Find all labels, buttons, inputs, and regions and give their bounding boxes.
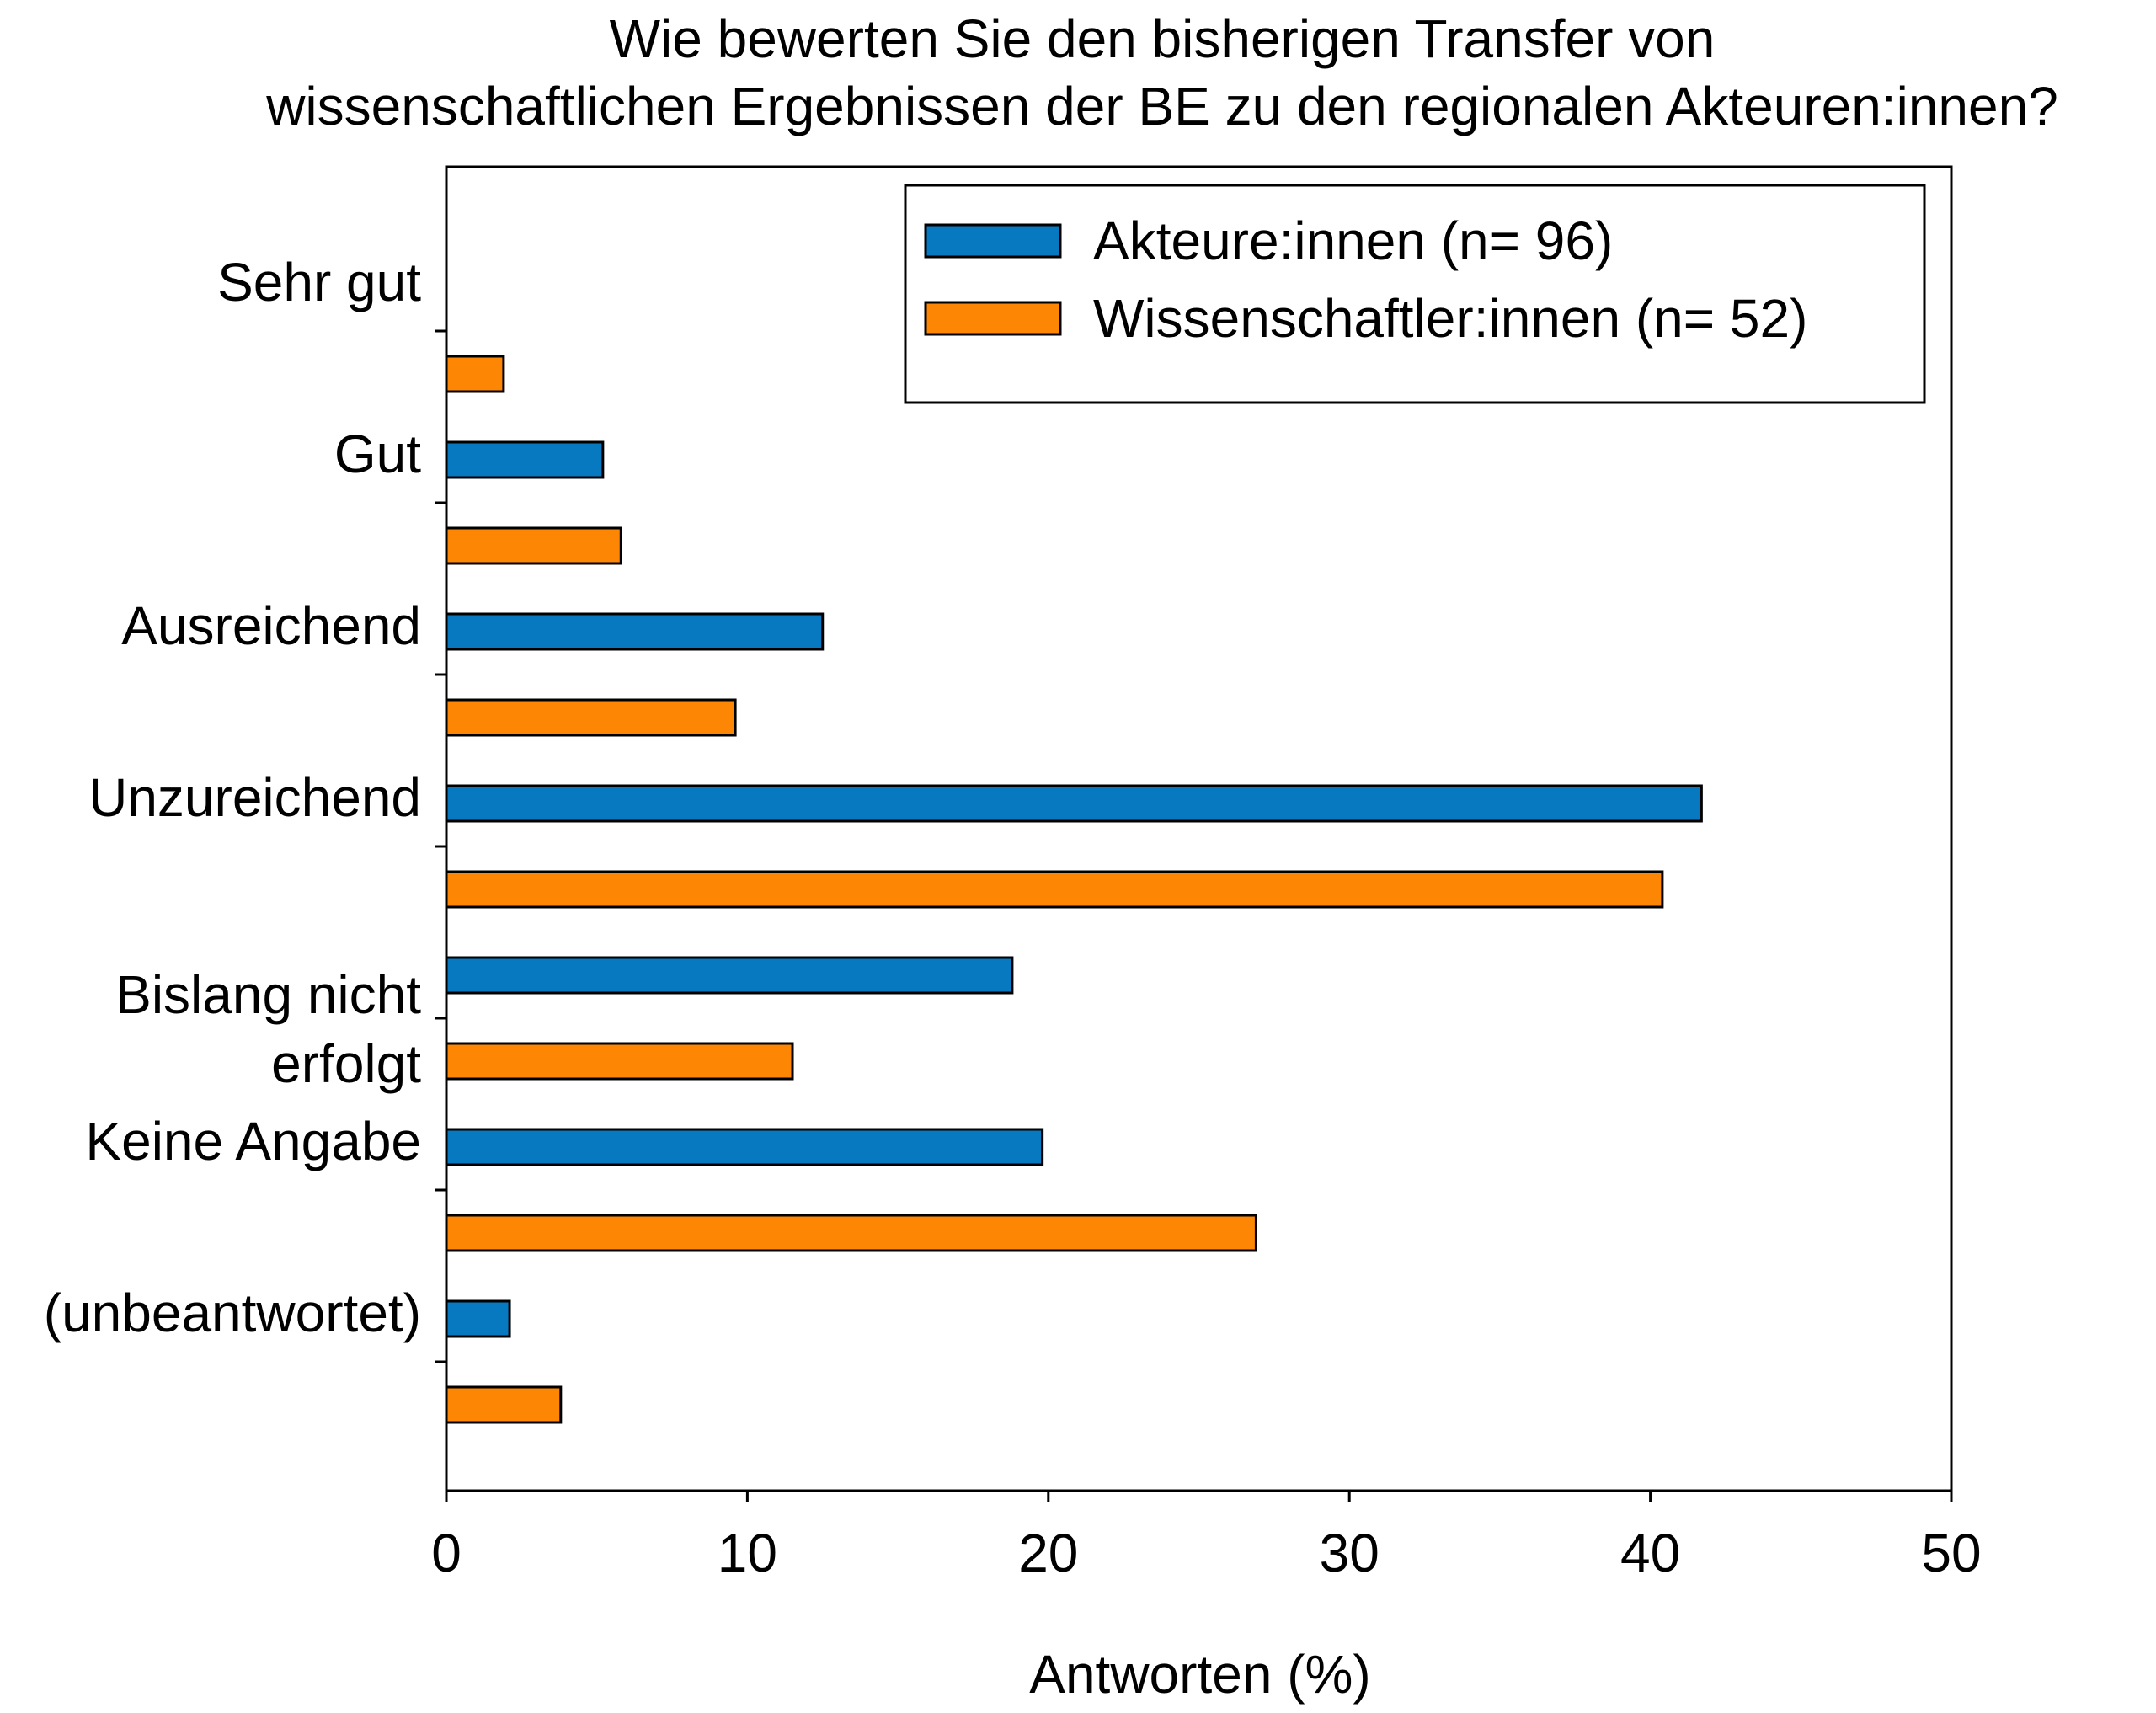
- bar: [445, 1385, 563, 1424]
- bar: [445, 1128, 1044, 1166]
- y-axis: Sehr gut Gut Ausreichend Unzureichend Bislan…: [44, 252, 446, 1363]
- bars: [445, 355, 1703, 1424]
- legend-label: Wissenschaftler:innen (n= 52): [1093, 288, 1807, 349]
- legend-box: [904, 184, 1926, 404]
- y-tick-label: Bislang nicht: [115, 964, 421, 1025]
- bar: [445, 698, 737, 737]
- legend-label: Akteure:innen (n= 96): [1093, 211, 1613, 271]
- chart-title: Wie bewerten Sie den bisherigen Transfer…: [265, 8, 2058, 136]
- y-tick-label: Ausreichend: [121, 595, 421, 656]
- bar: [445, 440, 605, 479]
- y-tick-label: Unzureichend: [88, 767, 421, 828]
- y-tick-label: erfolgt: [271, 1033, 421, 1094]
- chart-title-line: Wie bewerten Sie den bisherigen Transfer…: [610, 8, 1716, 69]
- x-tick-label: 40: [1620, 1523, 1680, 1583]
- legend: Akteure:innen (n= 96) Wissenschaftler:inn…: [904, 184, 1926, 404]
- bar: [445, 784, 1703, 823]
- bar: [445, 1042, 794, 1081]
- bar: [445, 526, 622, 565]
- plot-area: [445, 165, 1953, 1492]
- bar: [445, 956, 1014, 995]
- legend-swatch: [924, 223, 1062, 259]
- bar: [445, 355, 505, 393]
- bar: [445, 1214, 1257, 1252]
- x-tick-label: 50: [1921, 1523, 1981, 1583]
- y-tick-label: Sehr gut: [217, 252, 421, 312]
- y-tick-label: Keine Angabe: [85, 1111, 421, 1171]
- x-axis: 0 10 20 30 40 50: [431, 1491, 1982, 1583]
- x-tick-label: 20: [1018, 1523, 1078, 1583]
- bar: [445, 1299, 511, 1338]
- bar: [445, 612, 825, 651]
- x-axis-label: Antworten (%): [1029, 1644, 1370, 1705]
- x-tick-label: 10: [718, 1523, 777, 1583]
- bar: [445, 870, 1664, 909]
- x-tick-label: 30: [1320, 1523, 1380, 1583]
- chart-title-line: wissenschaftlichen Ergebnissen der BE zu…: [265, 76, 2058, 136]
- y-tick-label: (unbeantwortet): [44, 1283, 421, 1343]
- legend-swatch: [924, 301, 1062, 336]
- y-tick-label: Gut: [334, 424, 421, 484]
- plot-border: [445, 165, 1953, 1492]
- x-tick-label: 0: [431, 1523, 462, 1583]
